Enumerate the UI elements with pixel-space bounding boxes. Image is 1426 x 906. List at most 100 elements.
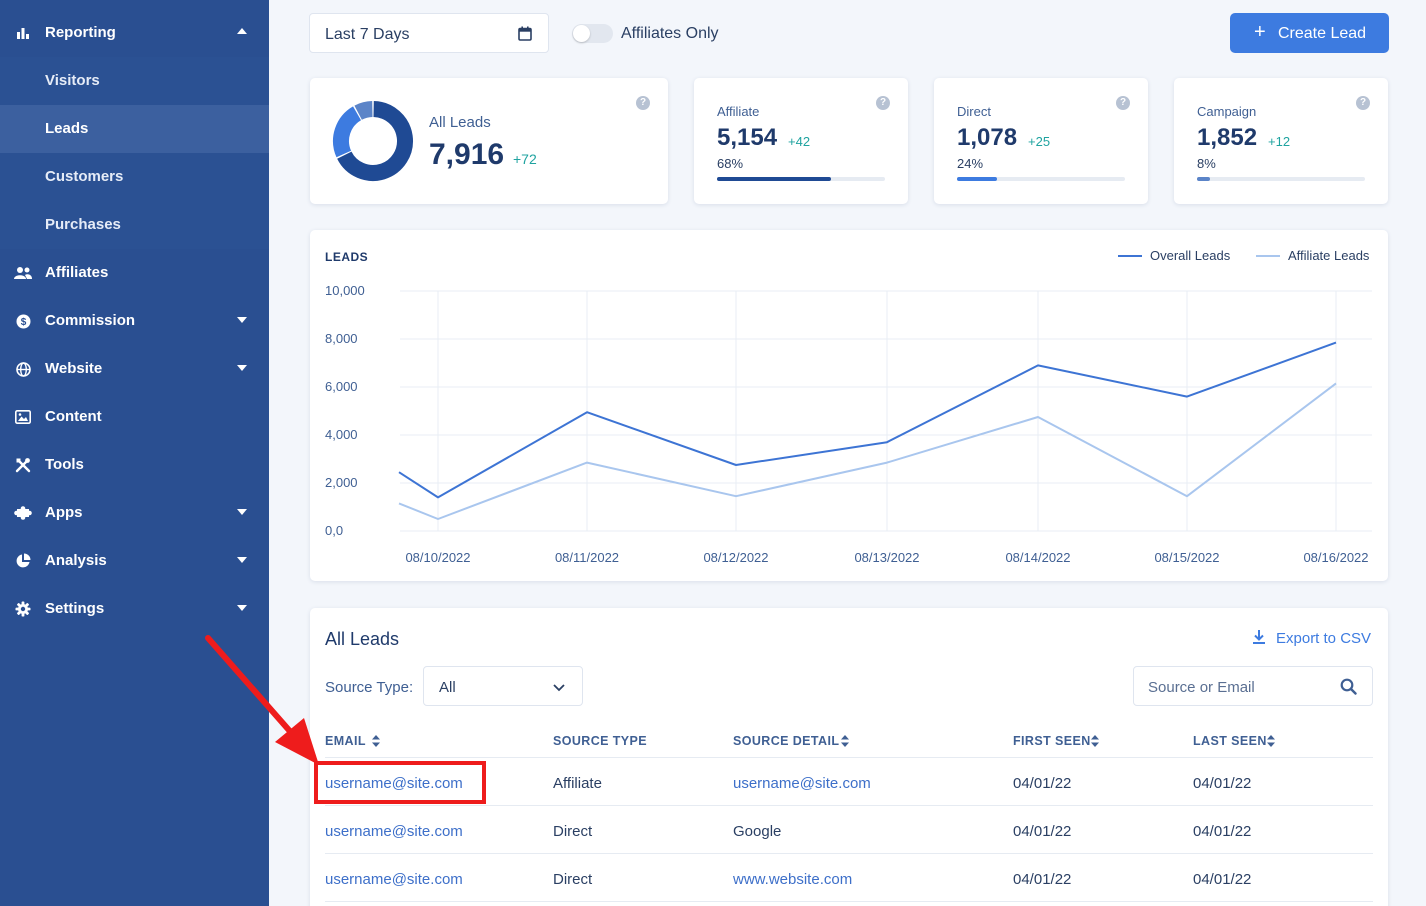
stat-delta: +42 <box>788 134 811 149</box>
affiliates-only-toggle[interactable] <box>572 24 613 43</box>
legend-swatch-affiliate <box>1256 255 1280 257</box>
legend-label-overall[interactable]: Overall Leads <box>1150 248 1231 263</box>
sidebar-item-label: Reporting <box>45 24 116 41</box>
sidebar-subitem-label: Leads <box>45 120 89 137</box>
source-type-label: Source Type: <box>325 679 414 696</box>
column-header-label: SOURCE DETAIL <box>733 734 840 748</box>
chevron-down-icon <box>552 680 566 699</box>
search-icon[interactable] <box>1340 678 1357 700</box>
lead-email-link[interactable]: username@site.com <box>325 775 463 792</box>
progress-track <box>1197 177 1365 181</box>
sidebar-item-label: Content <box>45 408 102 425</box>
help-icon[interactable]: ? <box>876 96 890 110</box>
source-type-value: All <box>439 679 456 696</box>
export-csv-label: Export to CSV <box>1276 630 1372 647</box>
legend-label-affiliate[interactable]: Affiliate Leads <box>1288 248 1370 263</box>
table-divider <box>325 805 1373 806</box>
caret-down-icon <box>237 557 247 563</box>
all-leads-card: All Leads 7,916 +72 ? <box>310 78 668 204</box>
image-icon <box>14 408 32 426</box>
x-tick-label: 08/11/2022 <box>555 550 619 565</box>
donut-slice-affiliate <box>337 101 413 181</box>
lead-email-link[interactable]: username@site.com <box>325 823 463 840</box>
all-leads-label: All Leads <box>429 114 491 131</box>
first-seen-cell: 04/01/22 <box>1013 775 1072 792</box>
column-header-source-type[interactable]: SOURCE TYPE <box>553 734 647 748</box>
y-tick-label: 0,0 <box>325 523 343 538</box>
source-type-cell: Direct <box>553 871 593 888</box>
series-line-affiliate-leads <box>398 382 1337 520</box>
section-title: All Leads <box>325 629 400 649</box>
stat-percent: 24% <box>957 156 984 171</box>
progress-fill <box>1197 177 1211 181</box>
sidebar-item-label: Settings <box>45 600 105 617</box>
source-type-cell: Affiliate <box>553 775 602 792</box>
sidebar-item-commission[interactable]: $ Commission <box>0 297 269 345</box>
stat-delta: +12 <box>1268 134 1291 149</box>
sidebar: Reporting Visitors Leads Customers Purch… <box>0 0 269 906</box>
sidebar-item-tools[interactable]: Tools <box>0 441 269 489</box>
sidebar-item-affiliates[interactable]: Affiliates <box>0 249 269 297</box>
progress-track <box>717 177 885 181</box>
donut-slice-direct <box>333 106 362 158</box>
sort-icon <box>1091 734 1099 748</box>
progress-fill <box>957 177 998 181</box>
source-detail-link[interactable]: username@site.com <box>733 775 871 792</box>
sidebar-subitem-leads[interactable]: Leads <box>0 105 269 153</box>
x-tick-label: 08/14/2022 <box>1005 550 1070 565</box>
sort-icon <box>372 734 380 748</box>
stat-value: 1,852 <box>1197 124 1258 151</box>
column-header-label: FIRST SEEN <box>1013 734 1091 748</box>
calendar-icon <box>518 26 532 46</box>
toggle-knob <box>573 25 590 42</box>
first-seen-cell: 04/01/22 <box>1013 823 1072 840</box>
search-box <box>1133 666 1373 706</box>
sidebar-item-apps[interactable]: Apps <box>0 489 269 537</box>
column-header-first-seen[interactable]: FIRST SEEN <box>1013 734 1099 748</box>
stat-percent: 68% <box>717 156 744 171</box>
x-tick-label: 08/15/2022 <box>1154 550 1219 565</box>
column-header-last-seen[interactable]: LAST SEEN <box>1193 734 1275 748</box>
all-leads-value: 7,916 <box>429 138 505 171</box>
date-range-value: Last 7 Days <box>325 26 410 43</box>
affiliate-stat-card: Affiliate 5,154 +42 68% ? <box>694 78 908 204</box>
help-icon[interactable]: ? <box>636 96 650 110</box>
users-icon <box>14 264 32 282</box>
lead-email-link[interactable]: username@site.com <box>325 871 463 888</box>
globe-icon <box>14 360 32 378</box>
x-tick-label: 08/16/2022 <box>1303 550 1368 565</box>
sidebar-item-analysis[interactable]: Analysis <box>0 537 269 585</box>
column-header-email[interactable]: EMAIL <box>325 734 380 748</box>
sidebar-item-settings[interactable]: Settings <box>0 585 269 633</box>
leads-line-chart: 10,000 8,000 6,000 4,000 2,000 0,0 08/10/2022 0… <box>325 283 1372 565</box>
sidebar-subitem-purchases[interactable]: Purchases <box>0 201 269 249</box>
last-seen-cell: 04/01/22 <box>1193 775 1252 792</box>
stat-delta: +25 <box>1028 134 1051 149</box>
svg-text:$: $ <box>20 317 26 328</box>
source-detail-link[interactable]: www.website.com <box>733 871 853 888</box>
sidebar-item-content[interactable]: Content <box>0 393 269 441</box>
last-seen-cell: 04/01/22 <box>1193 823 1252 840</box>
column-header-source-detail[interactable]: SOURCE DETAIL <box>733 734 849 748</box>
series-line-overall-leads <box>398 341 1337 499</box>
sidebar-item-reporting[interactable]: Reporting <box>0 9 269 57</box>
sort-icon <box>841 734 849 748</box>
sort-icon <box>1267 734 1275 748</box>
caret-down-icon <box>237 509 247 515</box>
sidebar-subitem-label: Purchases <box>45 216 121 233</box>
create-lead-button[interactable]: + Create Lead <box>1230 13 1389 53</box>
sidebar-subitem-visitors[interactable]: Visitors <box>0 57 269 105</box>
sidebar-item-label: Website <box>45 360 103 377</box>
search-input[interactable] <box>1148 677 1328 697</box>
sidebar-item-label: Commission <box>45 312 136 329</box>
table-divider <box>325 853 1373 854</box>
sidebar-item-website[interactable]: Website <box>0 345 269 393</box>
sidebar-subitem-customers[interactable]: Customers <box>0 153 269 201</box>
source-type-select[interactable]: All <box>423 666 583 706</box>
x-tick-label: 08/10/2022 <box>405 550 470 565</box>
help-icon[interactable]: ? <box>1356 96 1370 110</box>
help-icon[interactable]: ? <box>1116 96 1130 110</box>
pie-chart-icon <box>14 552 32 570</box>
date-range-select[interactable]: Last 7 Days <box>309 13 549 53</box>
y-tick-label: 10,000 <box>325 283 365 298</box>
